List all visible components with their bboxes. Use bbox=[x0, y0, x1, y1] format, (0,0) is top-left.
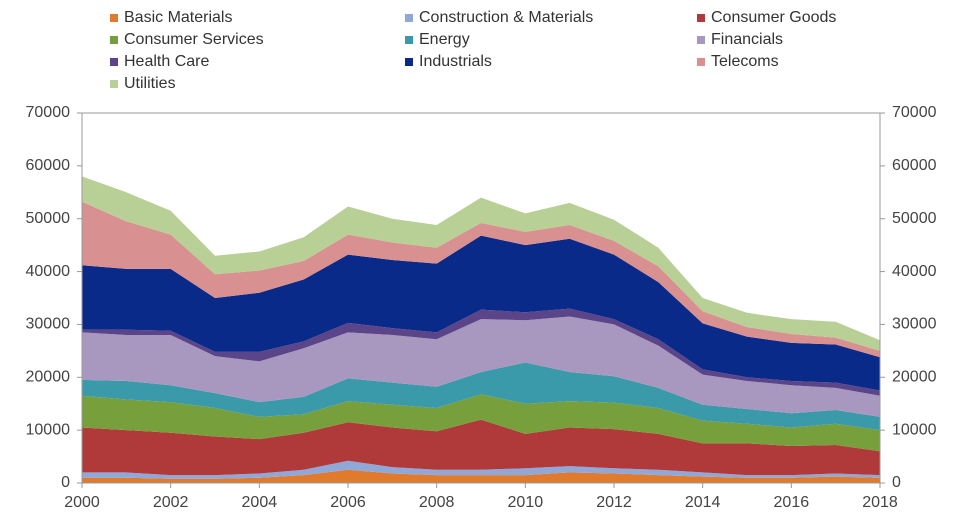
y2-tick-label: 0 bbox=[892, 474, 901, 491]
legend-swatch bbox=[697, 14, 705, 22]
x-tick-label: 2012 bbox=[596, 494, 632, 511]
legend-swatch bbox=[110, 58, 118, 66]
y2-tick-label: 60000 bbox=[892, 157, 937, 174]
x-tick-label: 2000 bbox=[64, 494, 100, 511]
y-tick-label: 70000 bbox=[26, 104, 71, 121]
y-tick-label: 0 bbox=[61, 474, 70, 491]
y-tick-label: 40000 bbox=[26, 263, 71, 280]
legend-swatch bbox=[697, 58, 705, 66]
legend-label: Telecoms bbox=[711, 53, 779, 70]
legend-swatch bbox=[405, 14, 413, 22]
legend-swatch bbox=[405, 36, 413, 44]
area bbox=[82, 201, 880, 358]
y2-tick-label: 50000 bbox=[892, 210, 937, 227]
y-tick-label: 30000 bbox=[26, 316, 71, 333]
y2-tick-label: 20000 bbox=[892, 369, 937, 386]
legend-label: Energy bbox=[419, 31, 470, 48]
plot-frame bbox=[81, 112, 881, 484]
legend-swatch bbox=[110, 14, 118, 22]
area bbox=[82, 176, 880, 351]
x-tick-label: 2006 bbox=[330, 494, 366, 511]
area bbox=[82, 362, 880, 431]
y2-tick-label: 30000 bbox=[892, 316, 937, 333]
y-tick-label: 60000 bbox=[26, 157, 71, 174]
legend-label: Consumer Goods bbox=[711, 9, 836, 26]
legend-label: Health Care bbox=[124, 53, 209, 70]
y2-tick-label: 40000 bbox=[892, 263, 937, 280]
area bbox=[82, 469, 880, 483]
y-tick-label: 10000 bbox=[26, 421, 71, 438]
area bbox=[82, 235, 880, 391]
legend-label: Financials bbox=[711, 31, 783, 48]
y-tick-label: 50000 bbox=[26, 210, 71, 227]
x-tick-label: 2014 bbox=[685, 494, 721, 511]
legend-label: Industrials bbox=[419, 53, 492, 70]
legend-label: Construction & Materials bbox=[419, 9, 593, 26]
area bbox=[82, 308, 880, 396]
x-tick-label: 2008 bbox=[419, 494, 455, 511]
x-tick-label: 2018 bbox=[862, 494, 898, 511]
x-tick-label: 2016 bbox=[774, 494, 810, 511]
legend-swatch bbox=[110, 80, 118, 88]
x-tick-label: 2004 bbox=[242, 494, 278, 511]
y2-tick-label: 70000 bbox=[892, 104, 937, 121]
area bbox=[82, 419, 880, 476]
legend-label: Basic Materials bbox=[124, 9, 232, 26]
legend-swatch bbox=[697, 36, 705, 44]
area bbox=[82, 316, 880, 417]
legend-swatch bbox=[405, 58, 413, 66]
y2-tick-label: 10000 bbox=[892, 421, 937, 438]
area bbox=[82, 394, 880, 452]
legend-label: Utilities bbox=[124, 75, 176, 92]
legend-label: Consumer Services bbox=[124, 31, 264, 48]
legend-swatch bbox=[110, 36, 118, 44]
y-tick-label: 20000 bbox=[26, 369, 71, 386]
x-tick-label: 2010 bbox=[508, 494, 544, 511]
x-tick-label: 2002 bbox=[153, 494, 189, 511]
